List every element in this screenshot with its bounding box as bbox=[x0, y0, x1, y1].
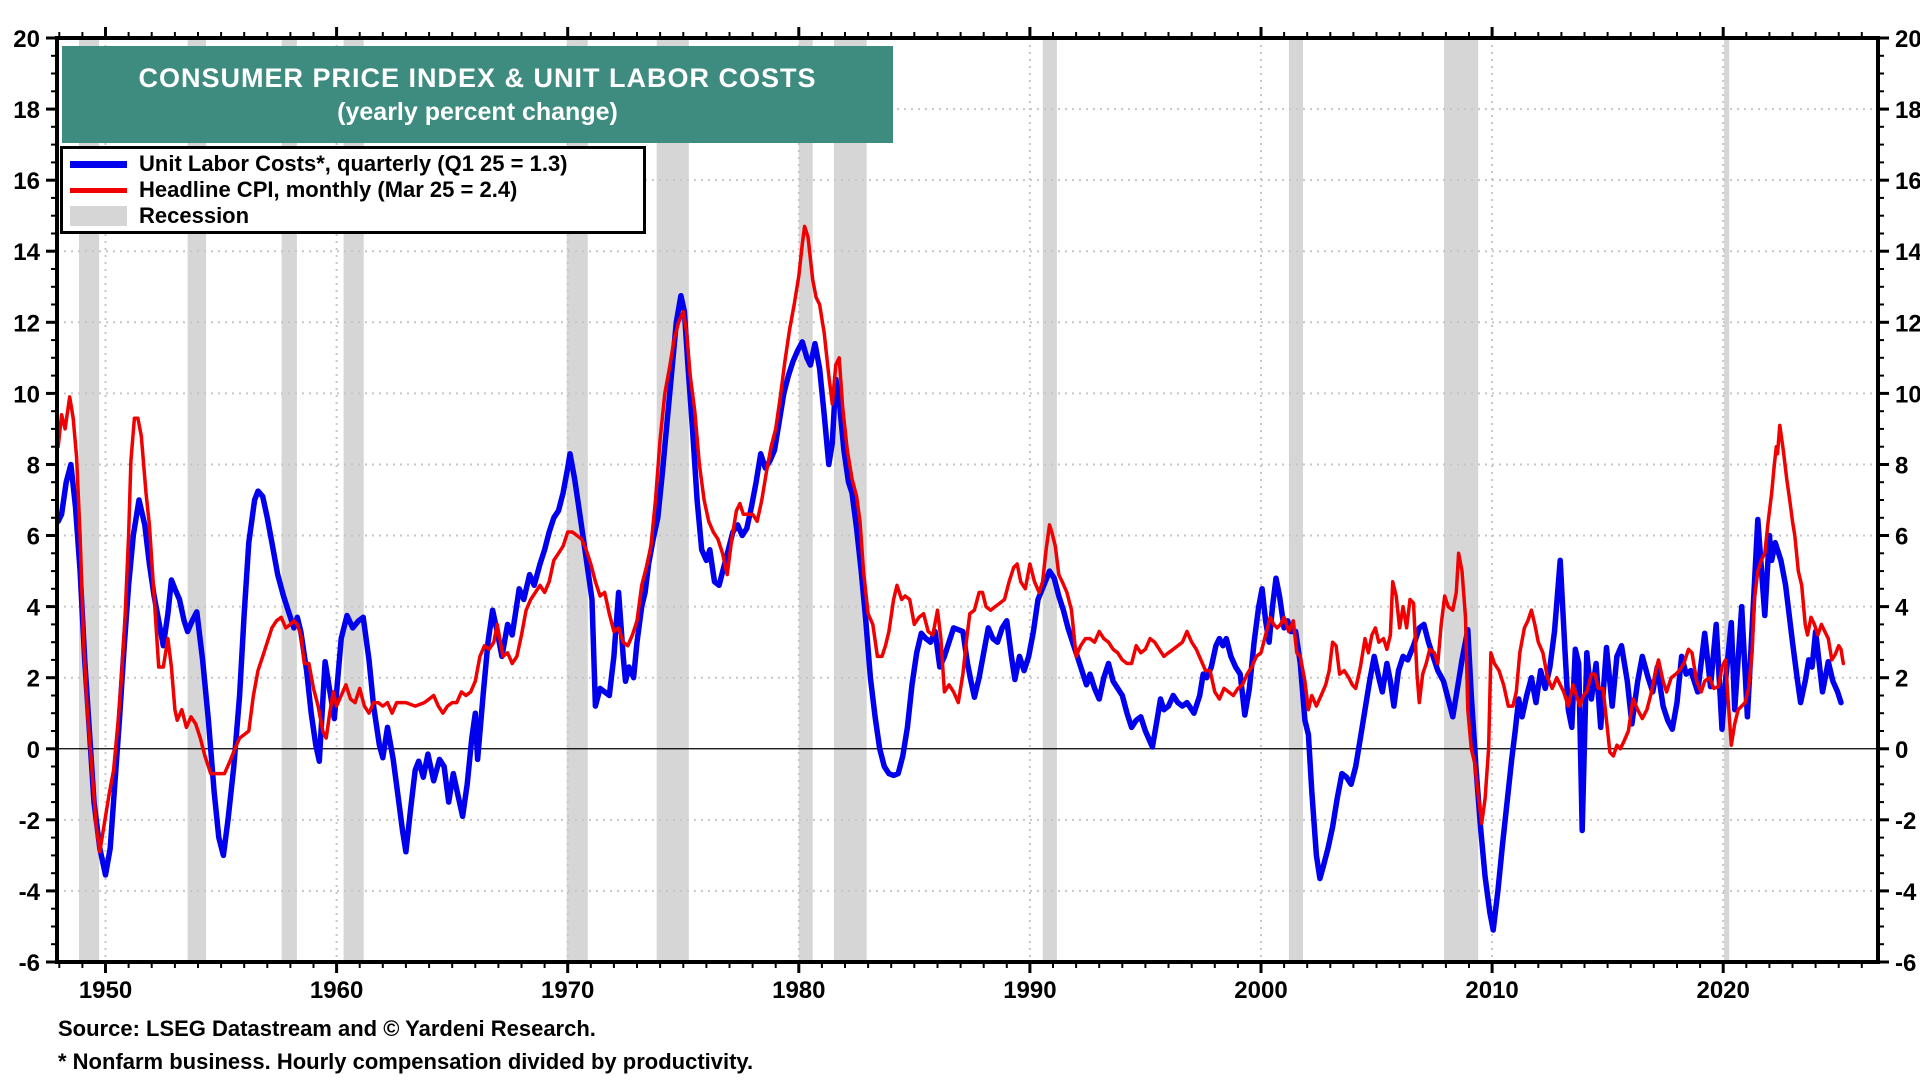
y-axis-label-left: -2 bbox=[19, 808, 40, 835]
legend-item-recession: Recession bbox=[63, 203, 643, 229]
x-axis-label: 2010 bbox=[1465, 977, 1518, 1004]
x-axis-label: 1980 bbox=[772, 977, 825, 1004]
y-axis-label-left: 16 bbox=[13, 168, 40, 195]
y-axis-label-right: 0 bbox=[1895, 737, 1908, 764]
x-axis-label: 2000 bbox=[1234, 977, 1287, 1004]
y-axis-label-right: 20 bbox=[1895, 26, 1920, 53]
recession-band bbox=[798, 38, 813, 962]
y-axis-label-right: 14 bbox=[1895, 239, 1920, 266]
legend-label-recession: Recession bbox=[139, 203, 250, 228]
y-axis-label-left: 18 bbox=[13, 97, 40, 124]
recession-swatch bbox=[70, 206, 127, 226]
y-axis-label-left: 2 bbox=[27, 666, 40, 693]
legend-item-ulc: Unit Labor Costs*, quarterly (Q1 25 = 1.… bbox=[63, 151, 643, 177]
y-axis-label-left: 6 bbox=[27, 524, 40, 551]
y-axis-label-right: 4 bbox=[1895, 595, 1909, 622]
cpi-line-swatch bbox=[70, 187, 127, 193]
y-axis-label-right: 18 bbox=[1895, 97, 1920, 124]
legend-item-cpi: Headline CPI, monthly (Mar 25 = 2.4) bbox=[63, 177, 643, 203]
y-axis-label-left: 0 bbox=[27, 737, 40, 764]
y-axis-label-right: 12 bbox=[1895, 310, 1920, 337]
footnote: * Nonfarm business. Hourly compensation … bbox=[58, 1049, 754, 1074]
recession-band bbox=[1724, 38, 1730, 962]
recession-band bbox=[79, 38, 100, 962]
chart-subtitle: (yearly percent change) bbox=[337, 98, 618, 127]
x-axis-label: 1960 bbox=[310, 977, 363, 1004]
y-axis-label-right: 6 bbox=[1895, 524, 1908, 551]
y-axis-label-left: 12 bbox=[13, 310, 40, 337]
y-axis-label-left: -6 bbox=[19, 950, 40, 977]
cpi-line bbox=[56, 224, 1846, 854]
y-axis-label-left: 8 bbox=[27, 452, 40, 479]
y-axis-label-left: 4 bbox=[27, 595, 41, 622]
y-axis-label-right: 2 bbox=[1895, 666, 1908, 693]
y-axis-label-right: 16 bbox=[1895, 168, 1920, 195]
y-axis-label-right: 10 bbox=[1895, 381, 1920, 408]
y-axis-label-right: -4 bbox=[1895, 879, 1917, 906]
y-axis-label-right: 8 bbox=[1895, 452, 1908, 479]
y-axis-label-left: 14 bbox=[13, 239, 40, 266]
recession-band bbox=[187, 38, 207, 962]
y-axis-label-right: -6 bbox=[1895, 950, 1916, 977]
recession-band bbox=[1444, 38, 1479, 962]
recession-band bbox=[343, 38, 364, 962]
x-axis-label: 1950 bbox=[79, 977, 132, 1004]
chart-title-box: CONSUMER PRICE INDEX & UNIT LABOR COSTS … bbox=[62, 46, 893, 143]
recession-band bbox=[1042, 38, 1057, 962]
ulc-line-swatch bbox=[70, 160, 127, 168]
y-axis-label-right: -2 bbox=[1895, 808, 1916, 835]
x-axis-label: 1990 bbox=[1003, 977, 1056, 1004]
recession-band bbox=[1288, 38, 1303, 962]
x-axis-label: 2020 bbox=[1696, 977, 1749, 1004]
plot-frame bbox=[55, 36, 1880, 964]
y-axis-label-left: 10 bbox=[13, 381, 40, 408]
y-axis-label-left: 20 bbox=[13, 26, 40, 53]
y-axis-label-left: -4 bbox=[19, 879, 41, 906]
ulc-line bbox=[55, 292, 1844, 933]
legend-label-ulc: Unit Labor Costs*, quarterly (Q1 25 = 1.… bbox=[139, 151, 568, 176]
recession-band bbox=[281, 38, 297, 962]
x-axis-label: 1970 bbox=[541, 977, 594, 1004]
source-note: Source: LSEG Datastream and © Yardeni Re… bbox=[58, 1016, 596, 1041]
legend-label-cpi: Headline CPI, monthly (Mar 25 = 2.4) bbox=[139, 177, 518, 202]
legend: Unit Labor Costs*, quarterly (Q1 25 = 1.… bbox=[60, 146, 646, 234]
chart-title: CONSUMER PRICE INDEX & UNIT LABOR COSTS bbox=[138, 63, 817, 94]
